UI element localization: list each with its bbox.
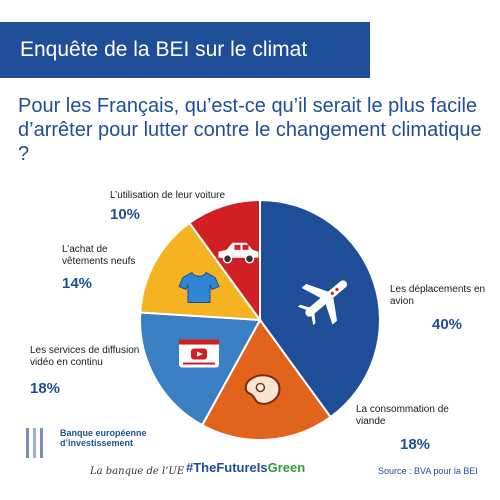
pie-slice-2 [139, 311, 262, 427]
car-icon [218, 242, 259, 264]
slice-value-vetements: 14% [62, 275, 93, 292]
hashtag-main: #TheFutureIs [186, 460, 268, 475]
slice-value-voiture: 10% [110, 206, 141, 223]
pie-slice-3 [139, 221, 263, 322]
header-banner: Enquête de la BEI sur le climat [0, 22, 370, 78]
bank-name: Banque européenne d’investissement [60, 428, 147, 448]
eib-logo-mark [24, 428, 54, 458]
source-note: Source : BVA pour la BEI [378, 466, 478, 476]
slice-value-avion: 40% [432, 316, 463, 333]
tshirt-icon [178, 271, 220, 303]
slice-label-viande: La consommation de viande [356, 404, 449, 427]
slice-label-avion: Les déplacements en avion [390, 284, 486, 307]
slice-label-voiture: L’utilisation de leur voiture [110, 190, 226, 201]
slice-value-viande: 18% [400, 436, 431, 453]
hashtag-accent: Green [267, 460, 306, 475]
airplane-icon [297, 280, 348, 326]
survey-question: Pour les Français, qu’est-ce qu’il serai… [18, 95, 482, 165]
hashtag: #TheFutureIsGreen [186, 460, 305, 475]
header-title: Enquête de la BEI sur le climat [20, 38, 308, 61]
steak-icon [244, 374, 281, 405]
video-player-icon [179, 339, 220, 368]
slice-value-streaming: 18% [30, 380, 61, 397]
bank-tagline: La banque de l’UE [90, 466, 185, 477]
slice-label-vetements: L’achat de vêtements neufs [62, 244, 136, 267]
slice-label-streaming: Les services de diffusion vidéo en conti… [30, 345, 140, 368]
